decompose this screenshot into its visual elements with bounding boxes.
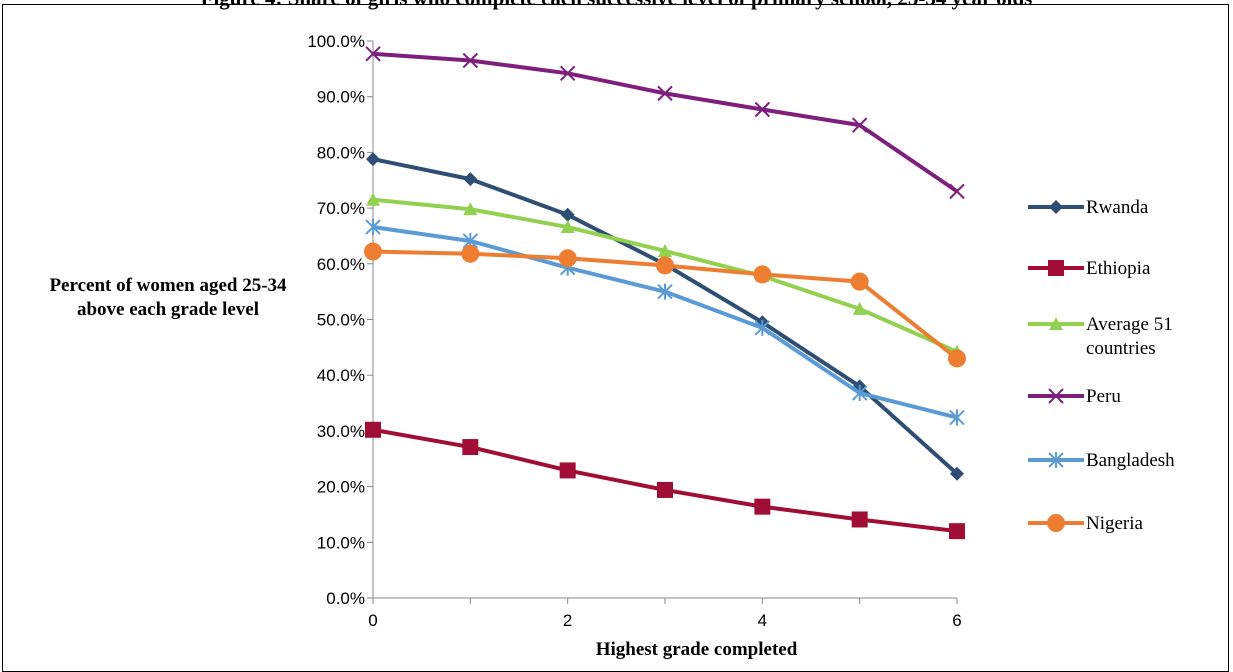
y-tick-label: 100.0% (307, 32, 365, 51)
legend-label-peru: Peru (1086, 386, 1121, 407)
data-point-bangladesh (949, 409, 965, 426)
data-point-rwanda (950, 466, 964, 481)
legend-label-bangladesh: Bangladesh (1086, 450, 1175, 471)
x-tick-label: 6 (952, 611, 961, 630)
legend-marker-rwanda (1049, 200, 1063, 214)
legend-label-ethiopia: Ethiopia (1086, 258, 1151, 279)
data-point-ethiopia (559, 462, 576, 479)
y-tick-label: 30.0% (317, 422, 365, 441)
data-point-bangladesh (657, 283, 673, 300)
data-point-average-51-countries (658, 243, 672, 257)
y-tick-label: 70.0% (317, 199, 365, 218)
data-point-peru (462, 52, 479, 69)
data-point-ethiopia (851, 511, 868, 528)
legend-marker-ethiopia (1048, 260, 1064, 276)
y-tick-label: 0.0% (326, 589, 365, 608)
x-tick-label: 2 (563, 611, 572, 630)
y-tick-label: 60.0% (317, 255, 365, 274)
data-point-peru (657, 85, 673, 102)
data-point-peru (754, 101, 771, 118)
legend-marker-peru (1048, 388, 1064, 404)
data-point-average-51-countries (366, 192, 380, 206)
y-tick-label: 40.0% (317, 366, 365, 385)
data-point-nigeria (558, 249, 577, 268)
series-line-ethiopia (372, 427, 958, 534)
data-point-bangladesh (754, 319, 771, 336)
data-point-rwanda (560, 207, 575, 222)
data-point-peru (851, 117, 868, 133)
data-point-ethiopia (462, 439, 479, 456)
data-point-average-51-countries (463, 202, 478, 216)
data-point-ethiopia (365, 421, 381, 438)
y-tick-label: 90.0% (317, 88, 365, 107)
legend-marker-nigeria (1047, 514, 1065, 532)
data-point-nigeria (948, 349, 966, 368)
data-point-rwanda (463, 172, 478, 187)
y-tick-label: 10.0% (317, 533, 365, 552)
data-point-ethiopia (657, 481, 673, 498)
data-point-peru (949, 183, 965, 200)
y-tick-label: 80.0% (317, 143, 365, 162)
x-tick-label: 4 (758, 611, 767, 630)
data-point-ethiopia (754, 498, 771, 515)
y-tick-label: 20.0% (317, 478, 365, 497)
data-point-nigeria (656, 256, 674, 275)
series-line-average-51-countries (372, 197, 958, 354)
data-point-nigeria (753, 265, 772, 284)
data-point-bangladesh (851, 385, 868, 402)
data-point-bangladesh (365, 219, 381, 236)
x-axis-label: Highest grade completed (595, 639, 798, 660)
data-point-rwanda (366, 152, 380, 167)
y-axis-label: Percent of women aged 25-34 above each g… (49, 275, 287, 320)
series-line-peru (372, 51, 959, 194)
legend-label-average-51-countries: Average 51 countries (1086, 314, 1173, 359)
data-point-peru (559, 65, 576, 82)
data-point-nigeria (461, 244, 480, 263)
data-point-nigeria (850, 272, 869, 291)
legend-marker-average-51-countries (1049, 317, 1063, 330)
data-point-nigeria (364, 242, 382, 261)
data-point-average-51-countries (560, 220, 575, 234)
data-point-peru (365, 46, 381, 62)
data-point-average-51-countries (852, 301, 867, 315)
x-axis-label-wrap: Highest grade completed (0, 639, 1233, 661)
legend-label-nigeria: Nigeria (1086, 513, 1144, 534)
y-tick-label: 50.0% (317, 311, 365, 330)
data-point-ethiopia (949, 523, 965, 540)
chart-title: Figure 4: Share of girls who complete ea… (0, 0, 1233, 11)
legend-label-rwanda: Rwanda (1086, 197, 1149, 218)
legend-marker-bangladesh (1048, 452, 1064, 468)
x-tick-label: 0 (368, 611, 377, 630)
